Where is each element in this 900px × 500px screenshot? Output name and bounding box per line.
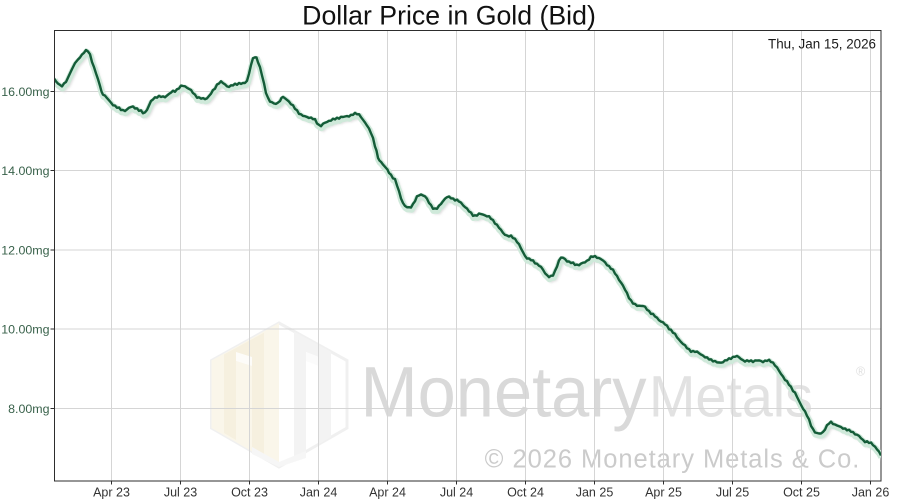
svg-text:®: ® (856, 365, 866, 379)
svg-text:Jan 26: Jan 26 (852, 486, 890, 500)
svg-text:Apr 25: Apr 25 (645, 486, 682, 500)
svg-text:10.00mg: 10.00mg (1, 323, 49, 337)
svg-text:Thu, Jan 15, 2026: Thu, Jan 15, 2026 (768, 36, 876, 51)
svg-text:Apr 24: Apr 24 (369, 486, 406, 500)
svg-text:Jan 24: Jan 24 (300, 486, 338, 500)
svg-text:16.00mg: 16.00mg (1, 85, 49, 99)
svg-text:Jul 25: Jul 25 (716, 486, 749, 500)
svg-text:Monetary: Monetary (361, 354, 647, 433)
svg-text:12.00mg: 12.00mg (1, 243, 49, 257)
svg-text:© 2026 Monetary Metals & Co.: © 2026 Monetary Metals & Co. (485, 446, 861, 474)
svg-text:14.00mg: 14.00mg (1, 164, 49, 178)
svg-text:Jul 24: Jul 24 (440, 486, 473, 500)
svg-text:Dollar Price in Gold (Bid): Dollar Price in Gold (Bid) (302, 1, 596, 31)
svg-text:Jan 25: Jan 25 (576, 486, 614, 500)
svg-text:Oct 23: Oct 23 (231, 486, 268, 500)
svg-text:Metals: Metals (649, 365, 813, 430)
svg-text:Oct 24: Oct 24 (507, 486, 544, 500)
svg-text:Oct 25: Oct 25 (783, 486, 820, 500)
svg-text:Apr 23: Apr 23 (93, 486, 130, 500)
svg-text:8.00mg: 8.00mg (8, 402, 49, 416)
svg-text:Jul 23: Jul 23 (164, 486, 197, 500)
